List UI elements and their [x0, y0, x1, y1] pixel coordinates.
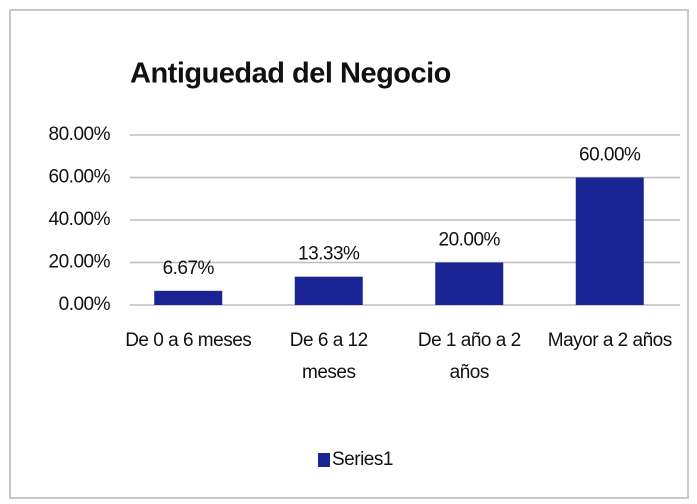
y-tick-label: 60.00%: [49, 167, 111, 188]
x-tick-label: De 1 año a 2 años: [417, 330, 521, 383]
x-tick-label: De 6 a 12 meses: [289, 330, 368, 383]
data-label: 60.00%: [579, 145, 641, 166]
legend-label: Series1: [332, 449, 393, 470]
bar: [575, 177, 644, 305]
y-tick-label: 40.00%: [49, 209, 111, 230]
data-label: 13.33%: [298, 244, 360, 265]
bar: [154, 290, 223, 305]
chart-title: Antiguedad del Negocio: [130, 58, 451, 90]
y-tick-label: 80.00%: [49, 124, 111, 145]
y-tick-label: 0.00%: [59, 294, 111, 315]
y-tick-label: 20.00%: [49, 252, 111, 273]
chart-frame: [9, 9, 689, 499]
bar: [435, 262, 504, 305]
x-tick-label: Mayor a 2 años: [547, 330, 672, 351]
bar: [294, 276, 363, 305]
x-tick-label: De 0 a 6 meses: [125, 330, 252, 351]
data-label: 6.67%: [163, 258, 215, 279]
legend-swatch: [318, 453, 330, 467]
data-label: 20.00%: [439, 230, 501, 251]
